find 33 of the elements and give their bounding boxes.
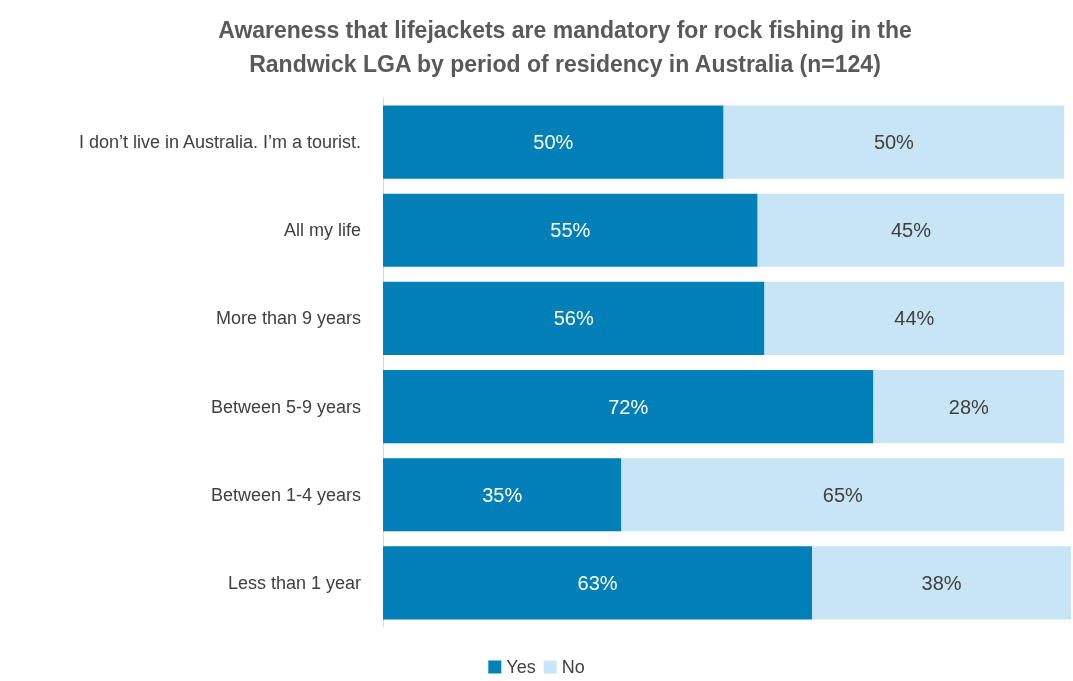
data-label: 28% (948, 395, 990, 418)
y-tick-label: Between 1-4 years (210, 484, 361, 505)
data-label: 65% (822, 483, 864, 506)
data-label: 72% (608, 395, 649, 418)
data-label: 35% (482, 483, 523, 506)
data-label: 44% (894, 307, 935, 330)
y-tick-label: All my life (283, 220, 361, 241)
y-tick-label: Between 5-9 years (210, 396, 361, 417)
legend-label: Yes (506, 657, 536, 677)
data-label: 50% (873, 131, 915, 154)
bar (383, 281, 765, 356)
data-label: 56% (553, 307, 594, 330)
bar (764, 281, 1065, 356)
bar (757, 193, 1065, 267)
bar (383, 546, 813, 620)
data-label: 38% (921, 571, 962, 594)
bar (621, 458, 1065, 532)
data-label: 63% (577, 571, 618, 594)
data-label: 55% (550, 219, 591, 242)
bar (383, 193, 758, 267)
bar (383, 369, 874, 444)
bar (812, 546, 1071, 620)
y-tick-label: I don’t live in Australia. I’m a tourist. (78, 132, 361, 153)
data-label: 50% (533, 131, 574, 154)
bar (383, 458, 622, 532)
legend-label: No (561, 657, 585, 677)
bar (383, 105, 724, 179)
data-label: 45% (890, 219, 932, 242)
y-tick-label: Less than 1 year (227, 572, 361, 593)
bar (723, 105, 1065, 179)
y-tick-label: More than 9 years (215, 308, 361, 329)
bar (873, 369, 1065, 444)
chart-title: Awareness that lifejackets are mandatory for rock fishing in the Randwick LGA by period of residency in Australia (n=124) (218, 17, 912, 77)
